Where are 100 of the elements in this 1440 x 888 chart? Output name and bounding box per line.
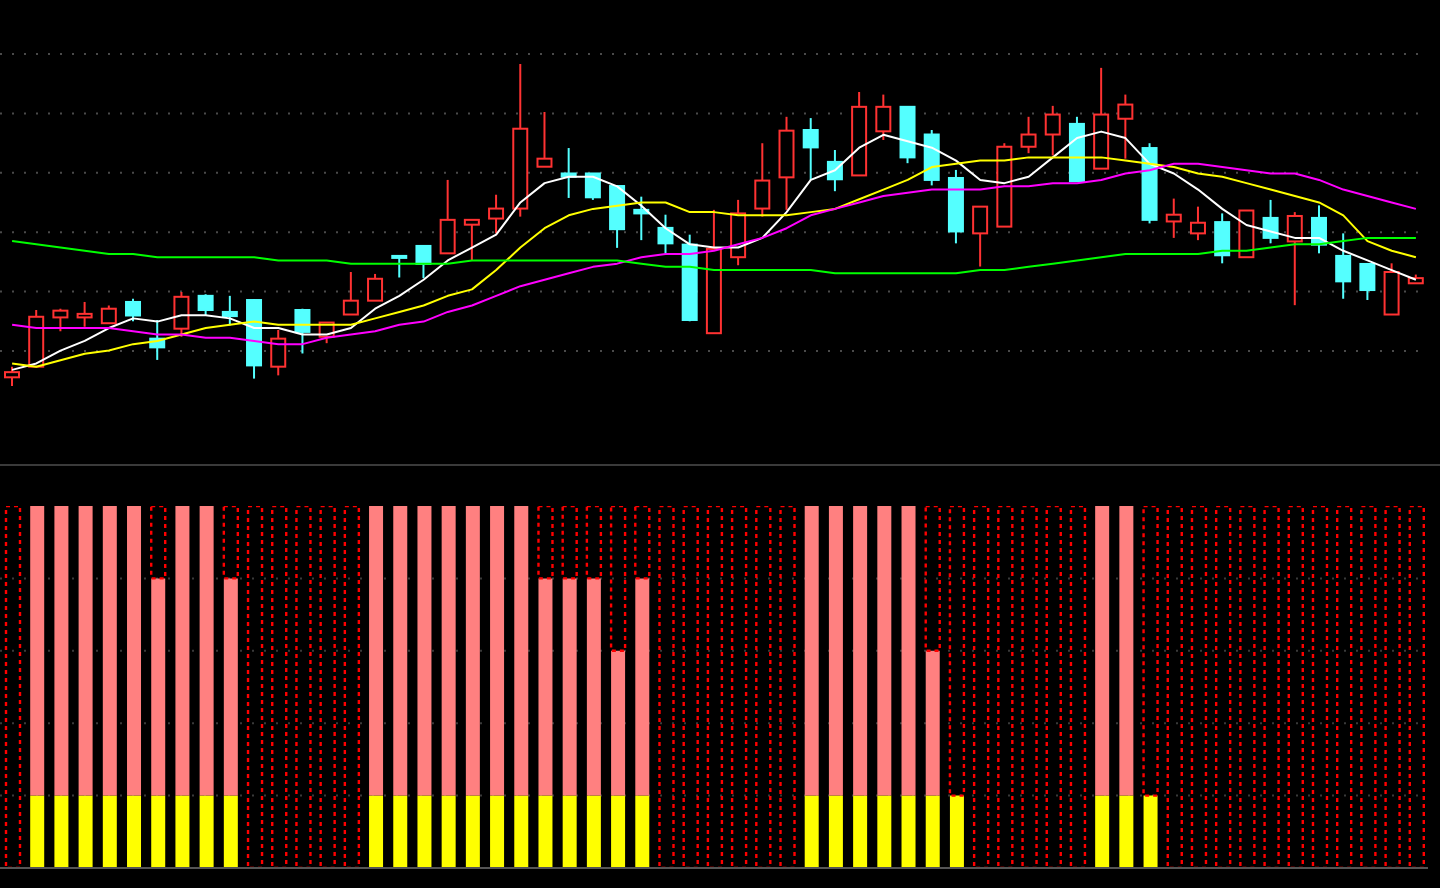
bar: [199, 795, 214, 868]
bar: [562, 578, 577, 796]
bar: [901, 795, 916, 868]
bar: [853, 795, 868, 868]
bar: [393, 506, 408, 796]
candlestick: [1117, 93, 1134, 160]
bar: [246, 506, 264, 868]
bar: [1335, 506, 1353, 868]
bar: [634, 506, 651, 580]
bar: [150, 506, 167, 580]
bar: [682, 506, 699, 868]
bar: [611, 795, 626, 868]
bar: [1190, 506, 1208, 868]
bar: [1287, 506, 1304, 868]
bar: [561, 506, 578, 580]
bar: [271, 506, 288, 868]
bar: [901, 506, 916, 796]
bar: [611, 650, 626, 796]
bar: [925, 795, 940, 868]
bar: [1142, 506, 1159, 797]
bar: [1214, 506, 1232, 868]
bar: [151, 578, 166, 796]
bar: [609, 506, 627, 652]
bar: [997, 506, 1014, 868]
bar: [1408, 506, 1425, 868]
bar: [1119, 795, 1134, 868]
candlestick: [1165, 197, 1182, 239]
bar: [804, 795, 819, 868]
bar: [102, 795, 117, 868]
bar: [948, 506, 966, 797]
bar: [369, 795, 384, 868]
bar: [78, 506, 93, 796]
bar: [538, 795, 553, 868]
bar: [585, 506, 603, 580]
bar: [1166, 506, 1183, 868]
bar: [343, 506, 361, 868]
bar: [1119, 506, 1134, 796]
bar: [54, 506, 69, 796]
bar: [441, 506, 456, 796]
bar: [562, 795, 577, 868]
bar: [490, 506, 505, 796]
bar: [30, 506, 45, 796]
bar: [223, 795, 238, 868]
bar: [54, 795, 69, 868]
bar: [755, 506, 772, 868]
bar: [925, 650, 940, 796]
bar: [635, 578, 650, 796]
bar: [853, 506, 868, 796]
bar: [393, 795, 408, 868]
bar: [1095, 506, 1110, 796]
bar: [635, 795, 650, 868]
bar: [877, 506, 892, 796]
bar: [828, 506, 843, 796]
bar: [127, 506, 142, 796]
bar: [175, 795, 190, 868]
candlestick: [802, 117, 819, 181]
bar: [417, 506, 432, 796]
bar: [199, 506, 214, 796]
bar: [127, 795, 142, 868]
bar: [490, 795, 505, 868]
bar: [804, 506, 819, 796]
bar: [417, 795, 432, 868]
bar: [319, 506, 336, 868]
bar: [465, 506, 480, 796]
bar: [538, 578, 553, 796]
bar: [175, 506, 190, 796]
bar: [514, 506, 529, 796]
bar: [949, 795, 964, 868]
bar: [586, 795, 601, 868]
bar: [223, 578, 238, 796]
bar: [1045, 506, 1062, 868]
bar: [514, 795, 529, 868]
bar: [1360, 506, 1377, 868]
bar: [369, 506, 384, 796]
bar: [222, 506, 240, 580]
bar: [102, 506, 117, 796]
bar: [1263, 506, 1280, 868]
candlestick: [778, 115, 795, 211]
bar: [1021, 506, 1038, 868]
bar: [537, 506, 554, 580]
candlestick: [1335, 232, 1352, 300]
bar: [779, 506, 796, 868]
candlestick: [1044, 104, 1061, 157]
bar: [465, 795, 480, 868]
bar: [658, 506, 675, 868]
bar: [1311, 506, 1329, 868]
bar: [706, 506, 724, 868]
bar: [78, 795, 93, 868]
bar: [4, 506, 22, 868]
bar: [151, 795, 166, 868]
bar: [441, 795, 456, 868]
bar: [586, 578, 601, 796]
bar: [1069, 506, 1087, 868]
bar: [972, 506, 990, 868]
bar: [1143, 795, 1158, 868]
bar: [877, 795, 892, 868]
bar: [730, 506, 748, 868]
bar: [1384, 506, 1401, 868]
bar: [1239, 506, 1256, 868]
candlestick: [76, 300, 93, 328]
